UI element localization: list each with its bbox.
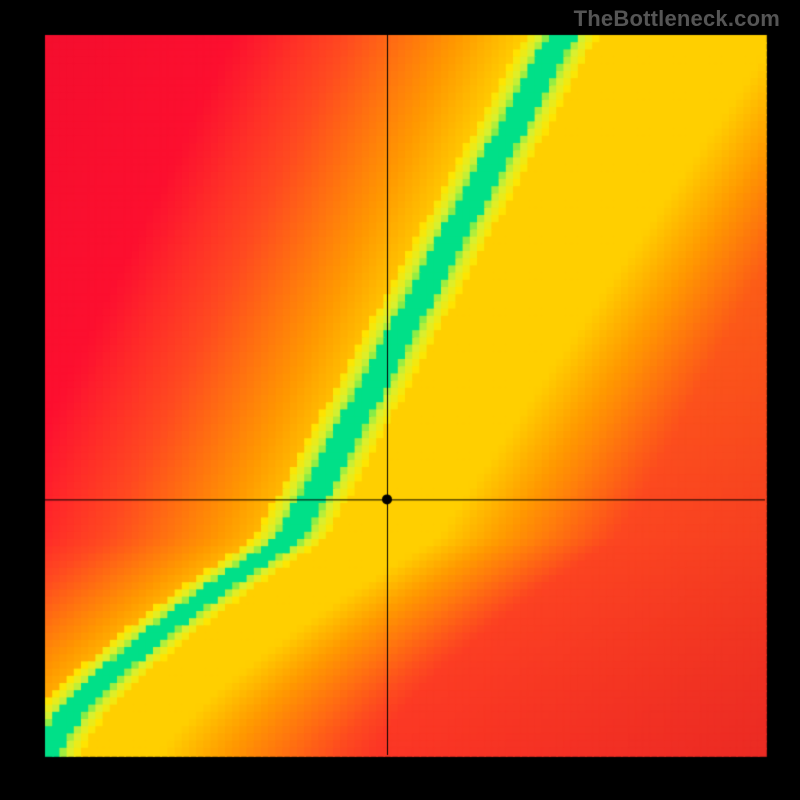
chart-container: TheBottleneck.com xyxy=(0,0,800,800)
watermark-text: TheBottleneck.com xyxy=(574,6,780,32)
bottleneck-heatmap xyxy=(0,0,800,800)
